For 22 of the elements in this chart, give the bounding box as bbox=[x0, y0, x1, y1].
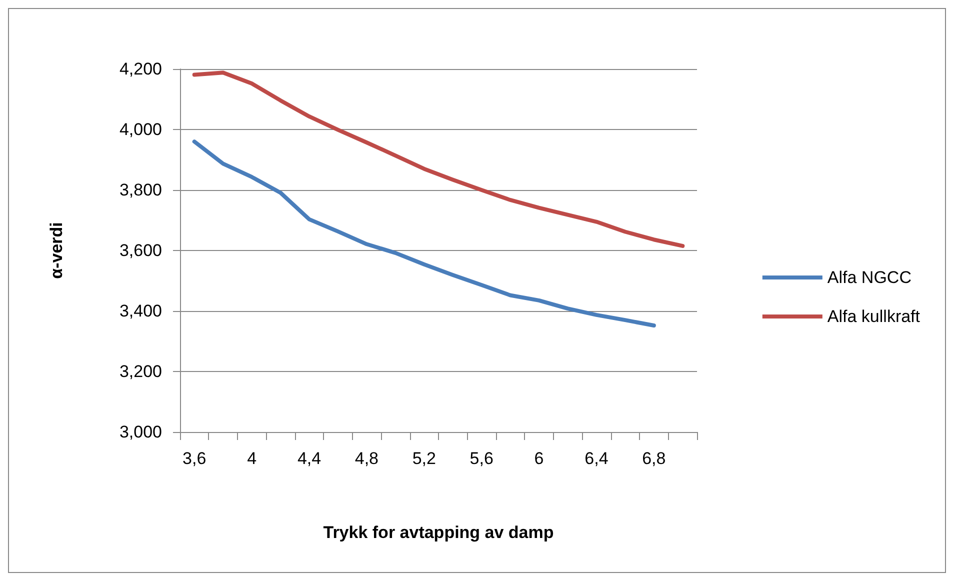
x-axis-title: Trykk for avtapping av damp bbox=[323, 523, 554, 542]
x-tick-label: 4,4 bbox=[297, 449, 322, 468]
y-tick-label: 3,600 bbox=[119, 241, 162, 260]
line-series bbox=[192, 70, 685, 248]
line-series bbox=[192, 140, 656, 328]
y-tick-label: 3,800 bbox=[119, 180, 162, 200]
x-tick-label: 5,6 bbox=[470, 449, 494, 468]
y-tick-label: 3,200 bbox=[119, 362, 162, 381]
x-tick-label: 5,2 bbox=[412, 449, 436, 468]
x-tick-label: 6 bbox=[534, 449, 544, 468]
y-axis-title: α-verdi bbox=[47, 222, 66, 279]
x-tick-label: 6,8 bbox=[642, 449, 666, 468]
x-tick-label: 4 bbox=[247, 449, 257, 468]
x-tick-label: 3,6 bbox=[182, 449, 206, 468]
legend-label: Alfa kullkraft bbox=[827, 307, 920, 326]
x-tick-label: 6,4 bbox=[584, 449, 608, 468]
y-tick-label: 4,200 bbox=[119, 60, 162, 78]
y-tick-label: 3,000 bbox=[119, 422, 162, 442]
legend-label: Alfa NGCC bbox=[827, 268, 912, 287]
y-tick-label: 3,400 bbox=[119, 302, 162, 320]
x-tick-label: 4,8 bbox=[354, 449, 379, 468]
y-tick-label: 4,000 bbox=[119, 120, 162, 139]
